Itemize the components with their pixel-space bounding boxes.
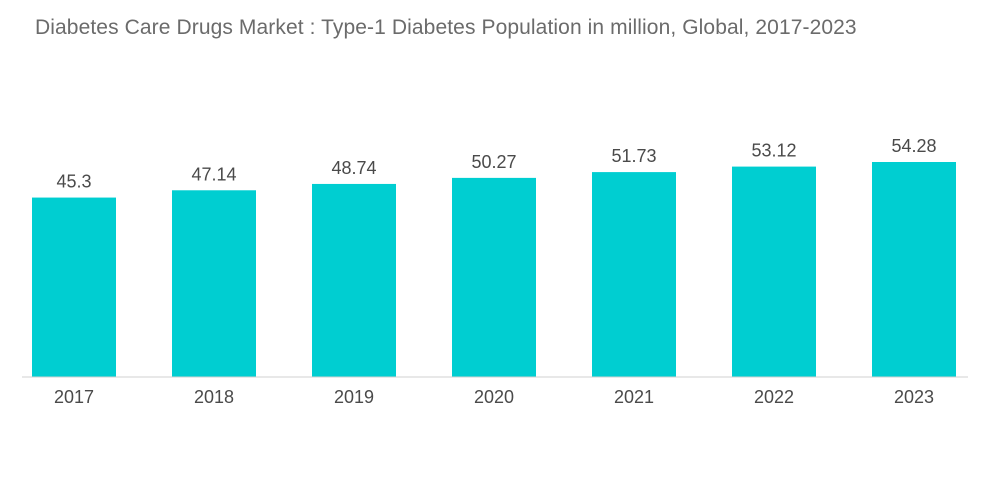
value-labels-group: 45.3 47.14 48.74 50.27 51.73 53.12 54.28 — [56, 136, 936, 192]
value-label-2023: 54.28 — [891, 136, 936, 156]
value-label-2021: 51.73 — [611, 146, 656, 166]
bar-2020 — [452, 177, 536, 377]
x-tick-labels-group: 2017 2018 2019 2020 2021 2022 2023 — [54, 387, 934, 407]
bar-2019 — [312, 183, 396, 377]
chart-title: Diabetes Care Drugs Market : Type-1 Diab… — [35, 16, 857, 39]
x-tick-label-2019: 2019 — [334, 387, 374, 407]
x-tick-label-2020: 2020 — [474, 387, 514, 407]
value-label-2020: 50.27 — [471, 152, 516, 172]
bar-2022 — [732, 166, 816, 377]
bars-group — [32, 162, 956, 377]
x-tick-label-2022: 2022 — [754, 387, 794, 407]
value-label-2017: 45.3 — [56, 172, 91, 192]
bar-2021 — [592, 172, 676, 377]
bar-2018 — [172, 190, 256, 377]
value-label-2022: 53.12 — [751, 141, 796, 161]
value-label-2018: 47.14 — [191, 164, 236, 184]
bar-2017 — [32, 197, 116, 377]
bar-2023 — [872, 162, 956, 377]
x-tick-label-2021: 2021 — [614, 387, 654, 407]
x-tick-label-2018: 2018 — [194, 387, 234, 407]
value-label-2019: 48.74 — [331, 158, 376, 178]
x-tick-label-2023: 2023 — [894, 387, 934, 407]
x-tick-label-2017: 2017 — [54, 387, 94, 407]
